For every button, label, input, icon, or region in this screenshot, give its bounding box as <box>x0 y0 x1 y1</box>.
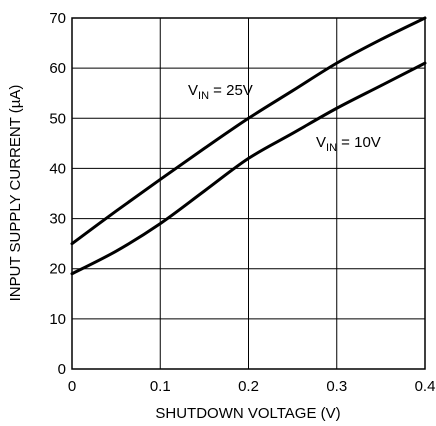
tick-labels: 0 0.1 0.2 0.3 0.4 0 10 20 30 40 50 60 70 <box>49 10 435 395</box>
series-layer <box>70 16 427 276</box>
y-tick-label: 0 <box>58 361 66 378</box>
y-tick-label: 30 <box>49 211 66 228</box>
x-tick-label: 0 <box>68 378 76 395</box>
y-tick-label: 70 <box>49 10 66 27</box>
plot-frame <box>71 17 426 370</box>
series-line-vin-10v <box>70 61 427 276</box>
x-tick-label: 0.3 <box>326 378 347 395</box>
annotation-vin-10v: VIN = 10V <box>316 134 381 154</box>
series-line-vin-25v <box>70 16 427 246</box>
y-tick-label: 20 <box>49 261 66 278</box>
plot-border <box>71 17 426 370</box>
y-tick-label: 50 <box>49 110 66 127</box>
x-tick-label: 0.2 <box>238 378 259 395</box>
y-tick-label: 10 <box>49 311 66 328</box>
x-axis-title: SHUTDOWN VOLTAGE (V) <box>155 405 340 422</box>
y-axis-title: INPUT SUPPLY CURRENT (µA) <box>7 85 24 302</box>
y-tick-label: 40 <box>49 160 66 177</box>
grid <box>72 18 425 369</box>
annotation-vin-25v: VIN = 25V <box>188 82 253 102</box>
y-tick-label: 60 <box>49 60 66 77</box>
x-tick-label: 0.4 <box>415 378 436 395</box>
x-tick-label: 0.1 <box>150 378 171 395</box>
